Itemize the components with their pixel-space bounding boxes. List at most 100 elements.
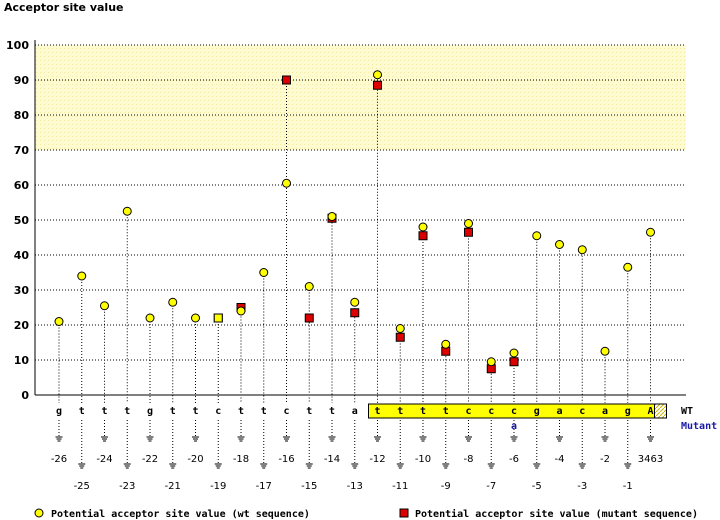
band-rect [35, 45, 686, 150]
wt-point--13 [350, 297, 360, 307]
y-tick-label-50: 50 [14, 214, 30, 227]
wt-point--26 [54, 317, 64, 326]
markers [54, 70, 655, 374]
y-axis: 0 10 20 30 40 50 60 70 80 90 100 [6, 39, 686, 402]
sequence-track: g -26 t -25 t -24 t -23 g -22 t -21 t -20 c -19 t -18 t -17… [51, 403, 667, 492]
wt-point--24 [100, 301, 109, 311]
nt-letter--22: g [147, 406, 153, 417]
highlight-band [35, 45, 686, 150]
y-tick-label-0: 0 [21, 389, 29, 402]
nt-letter--7: c [488, 406, 494, 417]
mut-point--6 [509, 357, 519, 367]
pos-label--13: -13 [347, 481, 363, 492]
wt-point--11 [395, 324, 405, 333]
pos-label--6: -6 [509, 454, 519, 465]
wt-point-3463 [646, 227, 655, 237]
nt-letter--3: c [579, 406, 585, 417]
nt-letter--25: t [79, 406, 85, 417]
y-tick-label-40: 40 [14, 249, 30, 262]
wt-point--10 [418, 222, 428, 232]
pos-label--16: -16 [278, 454, 294, 465]
mut-point--12 [373, 80, 382, 90]
legend: Potential acceptor site value (wt sequen… [34, 508, 698, 520]
nt-letter--5: g [534, 406, 540, 417]
nt-letter--19: c [215, 406, 221, 417]
wt-point--2 [600, 346, 610, 356]
wt-point--25 [77, 271, 87, 281]
nt-letter--10: t [420, 406, 426, 417]
nt-letter--17: t [261, 406, 267, 417]
wt-point--19 [213, 313, 223, 323]
mut-point--13 [350, 308, 360, 318]
y-tick-label-60: 60 [14, 179, 30, 192]
nt-letter--20: t [192, 406, 198, 417]
nt-letter--1: g [625, 406, 631, 417]
mut-point--8 [464, 227, 473, 237]
mut-point--15 [304, 313, 314, 323]
y-tick-label-10: 10 [14, 354, 30, 367]
nt-letter--9: t [443, 406, 449, 417]
nt-letter--16: c [283, 406, 289, 417]
mut-point--16 [282, 75, 291, 85]
wt-point--8 [464, 219, 473, 228]
pos-label--8: -8 [464, 454, 474, 465]
pos-label--12: -12 [369, 454, 385, 465]
nt-letter--11: t [397, 406, 403, 417]
exon-box-end [654, 403, 667, 419]
wt-row-label: WT [681, 406, 693, 417]
nt-letter--18: t [238, 406, 244, 417]
pos-label--24: -24 [96, 454, 112, 465]
nt-letter--14: t [329, 406, 335, 417]
legend-wt-marker [34, 508, 44, 518]
nt-letter--12: t [374, 406, 380, 417]
pos-label--18: -18 [233, 454, 249, 465]
nt-letter--4: a [556, 406, 562, 417]
pos-label--26: -26 [51, 454, 67, 465]
wt-point--20 [191, 313, 200, 323]
y-tick-label-90: 90 [14, 74, 30, 87]
wt-point--17 [259, 268, 269, 277]
pos-label--5: -5 [532, 481, 542, 492]
pos-label--11: -11 [392, 481, 408, 492]
pos-label--4: -4 [555, 454, 565, 465]
wt-point--7 [486, 357, 496, 367]
y-tick-label-80: 80 [14, 109, 30, 122]
y-axis-title: Acceptor site value [4, 1, 123, 14]
nt-letter--6: c [511, 406, 517, 417]
pos-label--14: -14 [324, 454, 340, 465]
nt-letter--15: t [306, 406, 312, 417]
wt-point--15 [304, 282, 314, 291]
wt-point--21 [168, 297, 178, 307]
wt-point--23 [122, 206, 132, 216]
nt-letter--23: t [124, 406, 130, 417]
wt-point--4 [555, 240, 564, 249]
nt-letter--2: a [602, 406, 608, 417]
wt-point--18 [236, 306, 246, 316]
wt-point--3 [577, 245, 587, 255]
y-tick-label-20: 20 [14, 319, 30, 332]
mut-point--11 [395, 332, 405, 342]
pos-label--22: -22 [142, 454, 158, 465]
pos-label--9: -9 [441, 481, 451, 492]
pos-label--15: -15 [301, 481, 317, 492]
legend-mut-marker [399, 508, 409, 518]
mutant-row-label: Mutant [681, 421, 717, 432]
mut-point--10 [418, 231, 428, 241]
nt-letter--24: t [101, 406, 107, 417]
pos-label--23: -23 [119, 481, 135, 492]
nt-letter--21: t [170, 406, 176, 417]
pos-label--17: -17 [256, 481, 272, 492]
wt-point--16 [282, 178, 291, 188]
pos-label--3: -3 [577, 481, 587, 492]
y-tick-label-70: 70 [14, 144, 30, 157]
pos-label--2: -2 [600, 454, 610, 465]
pos-label--1: -1 [623, 481, 633, 492]
nt-letter--26: g [56, 406, 62, 417]
wt-point--22 [145, 313, 155, 323]
nt-letter--13: a [352, 406, 358, 417]
y-tick-label-100: 100 [6, 39, 29, 52]
pos-label--7: -7 [486, 481, 496, 492]
wt-point--9 [441, 339, 451, 349]
pos-label--25: -25 [74, 481, 90, 492]
